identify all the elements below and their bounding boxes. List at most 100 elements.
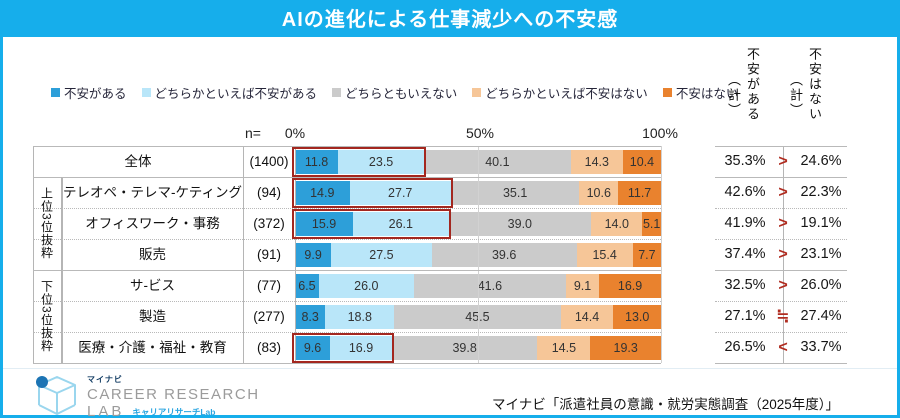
not-anxious-total-value: 26.0% [800,277,842,293]
logo-lab: LAB [87,403,125,420]
stacked-bar: 11.8 23.5 40.1 14.3 10.4 [292,146,661,177]
bar-segment-2: 45.5 [394,304,561,329]
legend-item-3: どちらかといえば不安はない [472,83,648,102]
bar-segment-3: 14.5 [537,335,591,360]
summary-row-3: 37.4% >23.1% [711,239,855,270]
stacked-bar: 8.3 18.8 45.5 14.4 13.0 [295,304,661,329]
table-row-4: サ-ビス (77) 6.5 26.0 41.6 9.1 16.9 [33,270,661,301]
summary-header-not-anxious: （計） 不安はない [780,47,830,151]
bar-segment-4: 5.1 [642,211,661,236]
bar-segment-1: 18.8 [325,304,395,329]
bar-segment-4: 13.0 [613,304,661,329]
logo-line1: CAREER RESEARCH [87,386,260,403]
legend-label-0: 不安がある [64,87,127,101]
bar-segment-3: 15.4 [576,242,633,267]
table-row-0: 全体 (1400) 11.8 23.5 40.1 14.3 10.4 [33,146,661,177]
n-value: (91) [256,247,281,262]
bar-segment-1: 26.1 [353,211,449,236]
bar-segment-0: 14.9 [295,180,350,205]
stacked-bar: 9.6 16.9 39.8 14.5 19.3 [292,332,661,363]
legend-label-3: どちらかといえば不安はない [485,87,648,101]
bar-segment-2: 35.1 [450,180,580,205]
category-label: テレオペ・テレマ-ケティング [63,185,242,200]
table-row-6: 医療・介護・福祉・教育 (83) 9.6 16.9 39.8 14.5 19.3 [33,332,661,363]
bar-segment-4: 7.7 [632,242,661,267]
anxious-total-value: 41.9% [724,215,766,231]
highlight-box [292,208,451,239]
summary-header-not-anxious-label: 不安はない [807,47,822,122]
category-label: オフィスワーク・事務 [85,216,220,231]
logo-line2: LAB キャリアリサーチLab [87,403,260,420]
logo-text: マイナビ CAREER RESEARCH LAB キャリアリサーチLab [87,374,260,420]
n-value: (372) [253,216,285,231]
summary-row-2: 41.9% >19.1% [711,208,855,239]
group-label-1: 下位3位抜粋 [33,270,62,363]
legend-item-4: 不安はない [662,83,739,102]
cube-logo-icon [36,376,76,415]
legend-swatch-3 [472,88,482,97]
summary-row-0: 35.3% >24.6% [711,146,855,177]
category-label: 製造 [139,309,166,324]
comparison-symbol: > [778,153,788,170]
stacked-bar: 6.5 26.0 41.6 9.1 16.9 [295,273,661,298]
n-equals-label: n= [245,125,261,141]
summary-row-4: 32.5% >26.0% [711,270,855,301]
bar-segment-1: 26.0 [318,273,414,298]
bar-segment-1: 27.7 [349,180,451,205]
comparison-symbol: ≒ [776,308,790,325]
not-anxious-total-value: 24.6% [800,153,842,169]
n-value: (277) [253,309,285,324]
anxious-total-value: 42.6% [724,184,766,200]
comparison-symbol: < [778,339,788,356]
n-value: (77) [256,278,281,293]
bar-segment-4: 19.3 [590,335,661,360]
bar-segment-0: 8.3 [295,304,326,329]
n-value: (83) [256,340,281,355]
legend-item-0: 不安がある [51,83,127,102]
row-separator [715,301,847,302]
category-label: 全体 [124,154,152,169]
comparison-symbol: > [778,246,788,263]
anxious-total-value: 32.5% [724,277,766,293]
bar-segment-0: 15.9 [295,211,354,236]
legend-swatch-0 [51,88,60,97]
category-label: 医療・介護・福祉・教育 [78,340,227,355]
footer-divider [3,368,897,369]
row-separator [715,332,847,333]
logo-lab-sub: キャリアリサーチLab [132,406,216,417]
highlight-box [292,146,427,177]
bar-segment-0: 9.9 [295,242,332,267]
row-separator [33,239,661,240]
legend-label-1: どちらかといえば不安がある [154,87,318,101]
axis-tick-0: 0% [284,125,306,141]
bar-segment-3: 14.4 [560,304,614,329]
group-label-text-1: 下位3位抜粋 [39,280,54,353]
highlight-box [292,332,394,363]
table-row-1: テレオペ・テレマ-ケティング (94) 14.9 27.7 35.1 10.6 11.7 [33,177,661,208]
row-separator [715,239,847,240]
bar-segment-1: 23.5 [338,149,425,174]
legend-label-4: 不安はない [675,87,739,101]
highlight-box [292,177,453,208]
axis-tick-100: 100% [642,125,678,141]
grid-line [33,146,34,363]
bar-segment-2: 40.1 [424,149,571,174]
source-citation: マイナビ「派遣社員の意識・就労実態調査（2025年度）」 [491,397,839,412]
legend-item-2: どちらともいえない [332,83,457,102]
row-separator [715,177,847,178]
row-separator [715,146,847,147]
group-label-text-0: 上位3位抜粋 [39,187,54,260]
category-label: 販売 [139,247,166,262]
bar-segment-0: 9.6 [295,335,331,360]
bar-segment-2: 41.6 [413,273,566,298]
comparison-symbol: > [778,277,788,294]
not-anxious-total-value: 22.3% [800,184,842,200]
bar-segment-1: 16.9 [330,335,392,360]
chart-legend: 不安がある どちらかといえば不安がある どちらともいえない どちらかといえば不安はない… [51,83,738,102]
logo-brand-small: マイナビ [87,375,123,384]
bar-segment-3: 14.0 [591,211,643,236]
bar-segment-4: 16.9 [599,273,661,298]
bar-segment-3: 10.6 [579,180,619,205]
stacked-bar: 15.9 26.1 39.0 14.0 5.1 [292,208,661,239]
legend-item-1: どちらかといえば不安がある [141,83,318,102]
